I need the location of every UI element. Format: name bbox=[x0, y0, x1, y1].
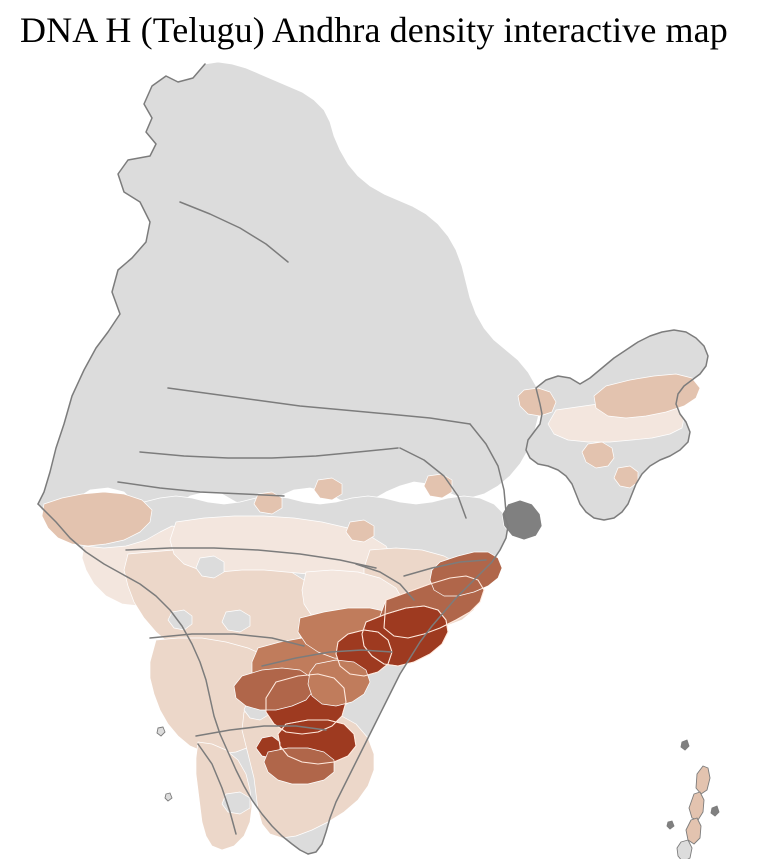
island-lakshadweep-dot-2 bbox=[165, 793, 172, 801]
district-kutch[interactable] bbox=[42, 492, 152, 546]
outline-krishna bbox=[336, 630, 392, 676]
state-line-odisha-chhattisgarh bbox=[356, 564, 414, 600]
island-north-andaman bbox=[696, 766, 710, 794]
state-line-maharashtra-karnataka bbox=[150, 634, 304, 646]
highlight-outlines bbox=[266, 576, 484, 764]
district-ne-patch-1[interactable] bbox=[518, 388, 556, 416]
island-dot-1 bbox=[681, 740, 689, 750]
state-line-kerala-tn bbox=[198, 744, 236, 834]
state-line-northeast-outer bbox=[526, 330, 708, 520]
enclave-grey-2[interactable] bbox=[222, 610, 250, 632]
district-central-patch-3[interactable] bbox=[254, 492, 282, 514]
state-line-telangana-andhra bbox=[262, 650, 392, 666]
india-choropleth-map[interactable] bbox=[0, 52, 783, 859]
state-line-mp-north bbox=[140, 448, 398, 458]
page-title: DNA H (Telugu) Andhra density interactiv… bbox=[20, 10, 728, 50]
lakshadweep-islands[interactable] bbox=[157, 727, 172, 801]
district-ne-patch-2[interactable] bbox=[582, 442, 614, 468]
state-line-bengal bbox=[470, 424, 506, 512]
map-container[interactable] bbox=[0, 52, 783, 859]
district-chittoor-halo[interactable] bbox=[264, 748, 334, 784]
state-line-outer-north bbox=[38, 64, 205, 504]
outline-coastal-north bbox=[384, 576, 484, 638]
island-dot-2 bbox=[711, 806, 719, 816]
state-line-jharkhand bbox=[400, 448, 466, 518]
outline-nellore bbox=[278, 720, 356, 764]
state-line-west-coast bbox=[38, 504, 308, 854]
district-ne-patch-3[interactable] bbox=[614, 466, 638, 488]
state-line-rajasthan-mp bbox=[118, 482, 284, 496]
district-central-patch-1[interactable] bbox=[314, 478, 342, 500]
island-little-andaman bbox=[677, 840, 692, 859]
state-line-karnataka-tamilnadu bbox=[196, 726, 326, 736]
state-line-gangetic bbox=[168, 388, 470, 424]
enclave-sundarbans[interactable] bbox=[502, 500, 542, 540]
island-lakshadweep-dot-1 bbox=[157, 727, 165, 736]
state-line-kashmir-hp bbox=[180, 202, 288, 262]
district-arunachal-belt[interactable] bbox=[594, 374, 700, 418]
district-central-patch-4[interactable] bbox=[346, 520, 374, 542]
state-line-east-coast bbox=[308, 514, 508, 854]
state-line-andhra-odisha bbox=[404, 560, 486, 576]
enclave-grey-1[interactable] bbox=[196, 556, 224, 578]
outline-rayalaseema bbox=[266, 674, 346, 734]
island-south-andaman bbox=[686, 818, 701, 844]
andaman-nicobar-islands[interactable] bbox=[666, 740, 719, 859]
state-line-mp-maharashtra bbox=[126, 548, 376, 568]
state-boundaries bbox=[38, 64, 708, 854]
island-dot-3 bbox=[667, 821, 674, 829]
island-middle-andaman bbox=[689, 792, 704, 820]
district-rayalaseema-halo[interactable] bbox=[234, 668, 314, 710]
